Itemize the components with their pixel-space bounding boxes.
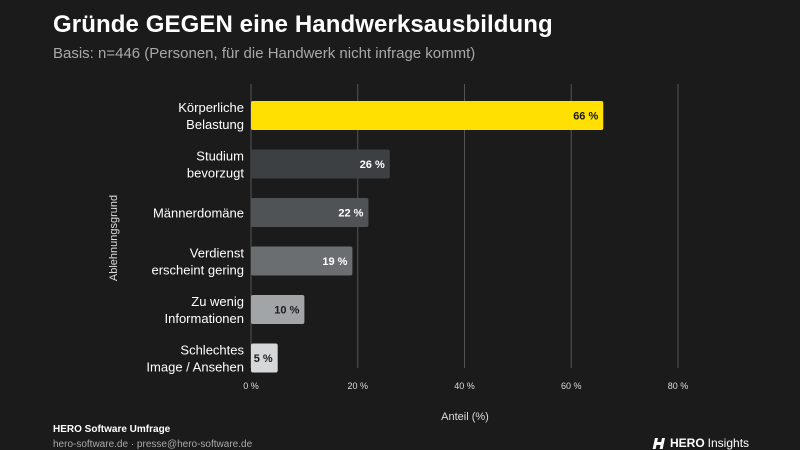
bar xyxy=(251,295,305,324)
bar-value-label: 26 % xyxy=(360,159,385,171)
bar xyxy=(251,149,390,179)
category-label: Studium bevorzugt xyxy=(187,149,244,181)
brand-suffix: Insights xyxy=(707,436,750,450)
bar xyxy=(251,343,278,373)
category-label: Verdienst erscheint gering xyxy=(152,246,245,278)
bar xyxy=(251,198,369,227)
x-tick-label: 40 % xyxy=(454,381,475,391)
x-tick-label: 20 % xyxy=(347,381,368,391)
brand-name: HERO xyxy=(670,436,705,450)
brand-logo: HERO Insights xyxy=(652,436,749,450)
chart-title: Gründe GEGEN eine Handwerksausbildung xyxy=(53,11,553,38)
hero-logo-icon xyxy=(652,437,667,449)
x-tick-label: 0 % xyxy=(243,381,259,391)
bar-value-label: 10 % xyxy=(274,305,299,317)
x-axis-label: Anteil (%) xyxy=(441,411,489,423)
footer-source: HERO Software Umfrage xyxy=(53,424,171,435)
y-axis-label: Ablehnungsgrund xyxy=(108,195,120,281)
bar xyxy=(251,101,604,130)
bar-value-label: 22 % xyxy=(338,208,363,220)
category-label: Körperliche Belastung xyxy=(178,100,244,132)
category-label: Schlechtes Image / Ansehen xyxy=(146,343,244,375)
x-tick-label: 60 % xyxy=(561,381,582,391)
category-label: Männerdomäne xyxy=(153,206,244,221)
category-label: Zu wenig Informationen xyxy=(165,294,245,326)
chart-subtitle: Basis: n=446 (Personen, für die Handwerk… xyxy=(53,45,476,62)
x-tick-label: 80 % xyxy=(668,381,689,391)
bar-value-label: 19 % xyxy=(322,256,347,268)
bar-value-label: 66 % xyxy=(573,111,598,123)
bar-value-label: 5 % xyxy=(254,353,273,365)
bar xyxy=(251,246,353,276)
footer-contact: hero-software.de · presse@hero-software.… xyxy=(53,439,253,450)
